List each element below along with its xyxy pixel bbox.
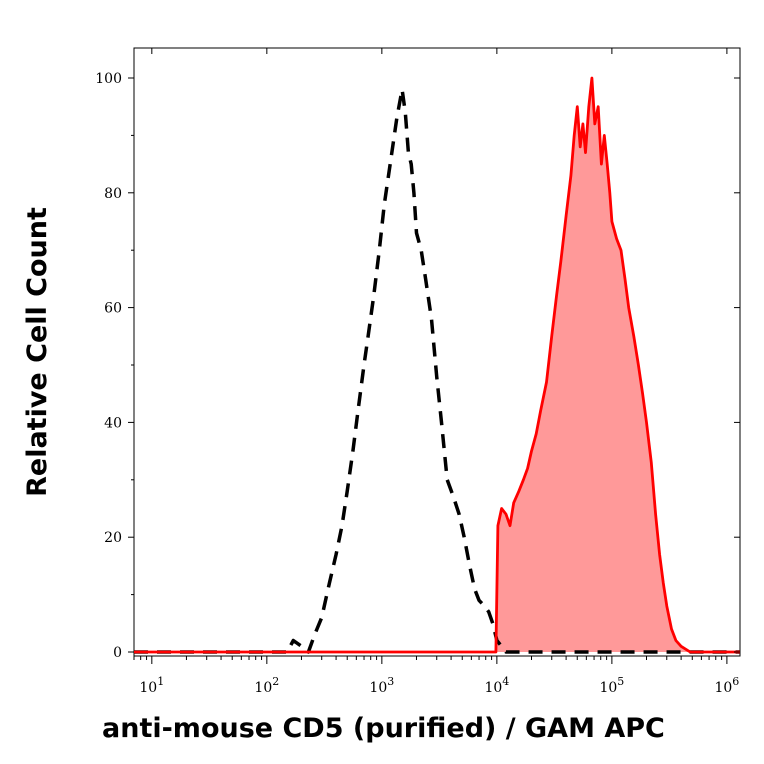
x-tick-label: 106 bbox=[714, 675, 739, 696]
x-tick-label-base: 10 bbox=[139, 680, 157, 696]
x-tick-label-base: 10 bbox=[369, 680, 387, 696]
axis-ticks bbox=[128, 48, 740, 664]
y-axis-title: Relative Cell Count bbox=[22, 207, 53, 497]
x-tick-label-exponent: 1 bbox=[157, 675, 164, 688]
series-1-line bbox=[134, 76, 740, 654]
y-tick-label: 20 bbox=[104, 530, 122, 546]
y-tick-label: 60 bbox=[104, 301, 122, 317]
x-tick-label: 105 bbox=[599, 675, 624, 696]
x-tick-label-exponent: 2 bbox=[272, 675, 279, 688]
histogram-line-layer bbox=[134, 76, 740, 654]
x-tick-label-base: 10 bbox=[484, 680, 502, 696]
x-tick-label-exponent: 6 bbox=[732, 675, 739, 688]
y-tick-label: 40 bbox=[104, 415, 122, 431]
x-tick-label-base: 10 bbox=[254, 680, 272, 696]
y-tick-label: 80 bbox=[104, 186, 122, 202]
x-axis-title: anti-mouse CD5 (purified) / GAM APC bbox=[102, 713, 665, 744]
series-1-fill bbox=[134, 78, 740, 652]
histogram-fill-layer bbox=[134, 78, 740, 652]
x-tick-label: 101 bbox=[139, 675, 164, 696]
x-tick-label-base: 10 bbox=[599, 680, 617, 696]
x-tick-label: 102 bbox=[254, 675, 279, 696]
x-tick-label: 104 bbox=[484, 675, 509, 696]
x-tick-label-exponent: 4 bbox=[502, 675, 509, 688]
x-tick-label: 103 bbox=[369, 675, 394, 696]
y-tick-label: 0 bbox=[113, 645, 122, 661]
y-tick-label: 100 bbox=[95, 71, 122, 87]
x-tick-label-exponent: 5 bbox=[617, 675, 624, 688]
series-0-line bbox=[134, 87, 740, 654]
x-tick-label-base: 10 bbox=[714, 680, 732, 696]
x-tick-label-exponent: 3 bbox=[387, 675, 394, 688]
